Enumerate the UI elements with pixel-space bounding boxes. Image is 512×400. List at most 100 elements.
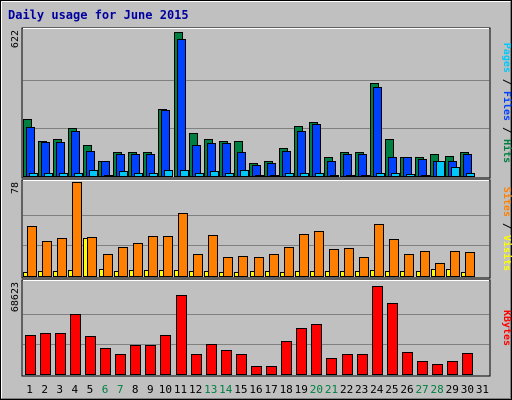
x-tick-label-day-1: 1 [26,383,33,396]
bar-sites-day-2 [42,241,52,277]
bar-kbytes-day-30 [462,353,473,375]
bar-kbytes-day-14 [221,350,232,375]
bar-kbytes-day-16 [251,366,262,375]
legend-part: / [501,217,512,235]
bar-pages-day-8 [134,173,143,177]
legend-part: KBytes [501,310,512,346]
x-tick-label-day-29: 29 [446,383,459,396]
bar-pages-day-16 [255,175,264,177]
x-tick-label-day-22: 22 [340,383,353,396]
bar-kbytes-day-4 [70,314,81,375]
bar-files-day-18 [282,151,291,177]
legend-part: Pages [501,43,512,73]
bar-sites-day-19 [299,234,309,277]
bar-sites-day-8 [133,243,143,277]
bar-pages-day-18 [285,173,294,177]
bar-kbytes-day-11 [176,295,187,375]
x-tick-label-day-11: 11 [174,383,187,396]
bar-files-day-10 [161,110,170,177]
bar-pages-day-17 [270,175,279,177]
bar-kbytes-day-20 [311,324,322,375]
x-tick-label-day-19: 19 [295,383,308,396]
bar-kbytes-day-27 [417,361,428,375]
bar-pages-day-15 [240,170,249,177]
bar-kbytes-day-29 [447,361,458,375]
panel-visits-sites: 78 Sites / Visits [10,179,512,279]
bar-files-day-4 [71,131,80,177]
bar-sites-day-17 [269,254,279,277]
x-tick-label-day-30: 30 [461,383,474,396]
bar-files-day-11 [177,39,186,177]
chart-title: Daily usage for June 2015 [8,8,189,22]
bar-kbytes-day-5 [85,336,96,375]
x-tick-label-day-25: 25 [385,383,398,396]
bar-sites-day-14 [223,257,233,277]
x-axis-labels: 1 2 3 4 5 6 7 8 9 10 11 12 13 14 15 16 17 18 19 20 21 22 23 24 2… [26,383,489,396]
x-tick-label-day-6: 6 [102,383,109,396]
bar-sites-day-28 [435,263,445,277]
x-tick-label-day-12: 12 [189,383,202,396]
bar-kbytes-day-10 [160,335,171,375]
bar-sites-day-3 [57,238,67,277]
bar-sites-day-25 [389,239,399,277]
bar-files-day-6 [101,161,110,177]
bar-files-day-1 [26,127,35,177]
x-tick-label-day-23: 23 [355,383,368,396]
x-tick-label-day-16: 16 [249,383,262,396]
bar-files-day-24 [373,87,382,177]
bar-files-day-27 [418,159,427,177]
bar-kbytes-day-23 [357,354,368,375]
x-tick-label-day-24: 24 [370,383,384,396]
bar-pages-day-22 [346,175,355,177]
x-tick-label-day-18: 18 [280,383,293,396]
x-tick-label-day-14: 14 [219,383,233,396]
bar-pages-day-10 [164,170,173,177]
bar-sites-day-15 [238,256,248,277]
bar-pages-day-23 [361,175,370,177]
x-tick-label-day-5: 5 [87,383,94,396]
bar-files-day-26 [403,157,412,177]
bar-kbytes-day-2 [40,333,51,375]
chart-panels: 622 Pages / Files / Hits 78 Sites / Visits 6… [10,27,512,377]
bar-kbytes-day-26 [402,352,413,375]
bar-pages-day-12 [195,173,204,177]
bar-files-day-2 [41,142,50,177]
bar-kbytes-day-6 [100,348,111,375]
x-tick-label-day-15: 15 [234,383,247,396]
bar-pages-day-13 [210,171,219,177]
bar-kbytes-day-9 [145,345,156,375]
bar-pages-day-9 [149,173,158,177]
bar-sites-day-23 [359,257,369,277]
bar-kbytes-day-15 [236,354,247,375]
bar-pages-day-26 [406,174,415,177]
bar-sites-day-27 [420,251,430,277]
bar-files-day-16 [252,165,261,177]
bar-pages-day-25 [391,173,400,177]
bar-sites-day-29 [450,251,460,277]
bar-sites-day-9 [148,236,158,277]
panel-kbytes: 68623 KBytes [10,279,512,377]
bar-pages-day-7 [119,171,128,177]
x-tick-label-day-17: 17 [264,383,277,396]
bar-kbytes-day-17 [266,366,277,375]
bar-sites-day-12 [193,254,203,277]
bar-kbytes-day-19 [296,328,307,375]
panel-hits-files-pages: 622 Pages / Files / Hits [10,27,512,179]
bar-sites-day-18 [284,247,294,277]
bar-kbytes-day-7 [115,354,126,375]
bar-pages-day-5 [89,170,98,177]
bar-pages-day-6 [104,175,113,177]
series-legend-label: Pages / Files / Hits [501,43,512,163]
x-tick-label-day-13: 13 [204,383,217,396]
bar-files-day-20 [312,124,321,177]
bar-files-day-3 [56,142,65,177]
bar-sites-day-1 [27,226,37,277]
bar-pages-day-4 [74,173,83,177]
legend-part: / [501,121,512,139]
bar-pages-day-3 [59,173,68,177]
x-tick-label-day-31: 31 [476,383,489,396]
bar-kbytes-day-8 [130,345,141,375]
series-legend-label: KBytes [501,310,512,346]
max-value-label: 622 [10,30,21,48]
bar-files-day-14 [222,143,231,177]
